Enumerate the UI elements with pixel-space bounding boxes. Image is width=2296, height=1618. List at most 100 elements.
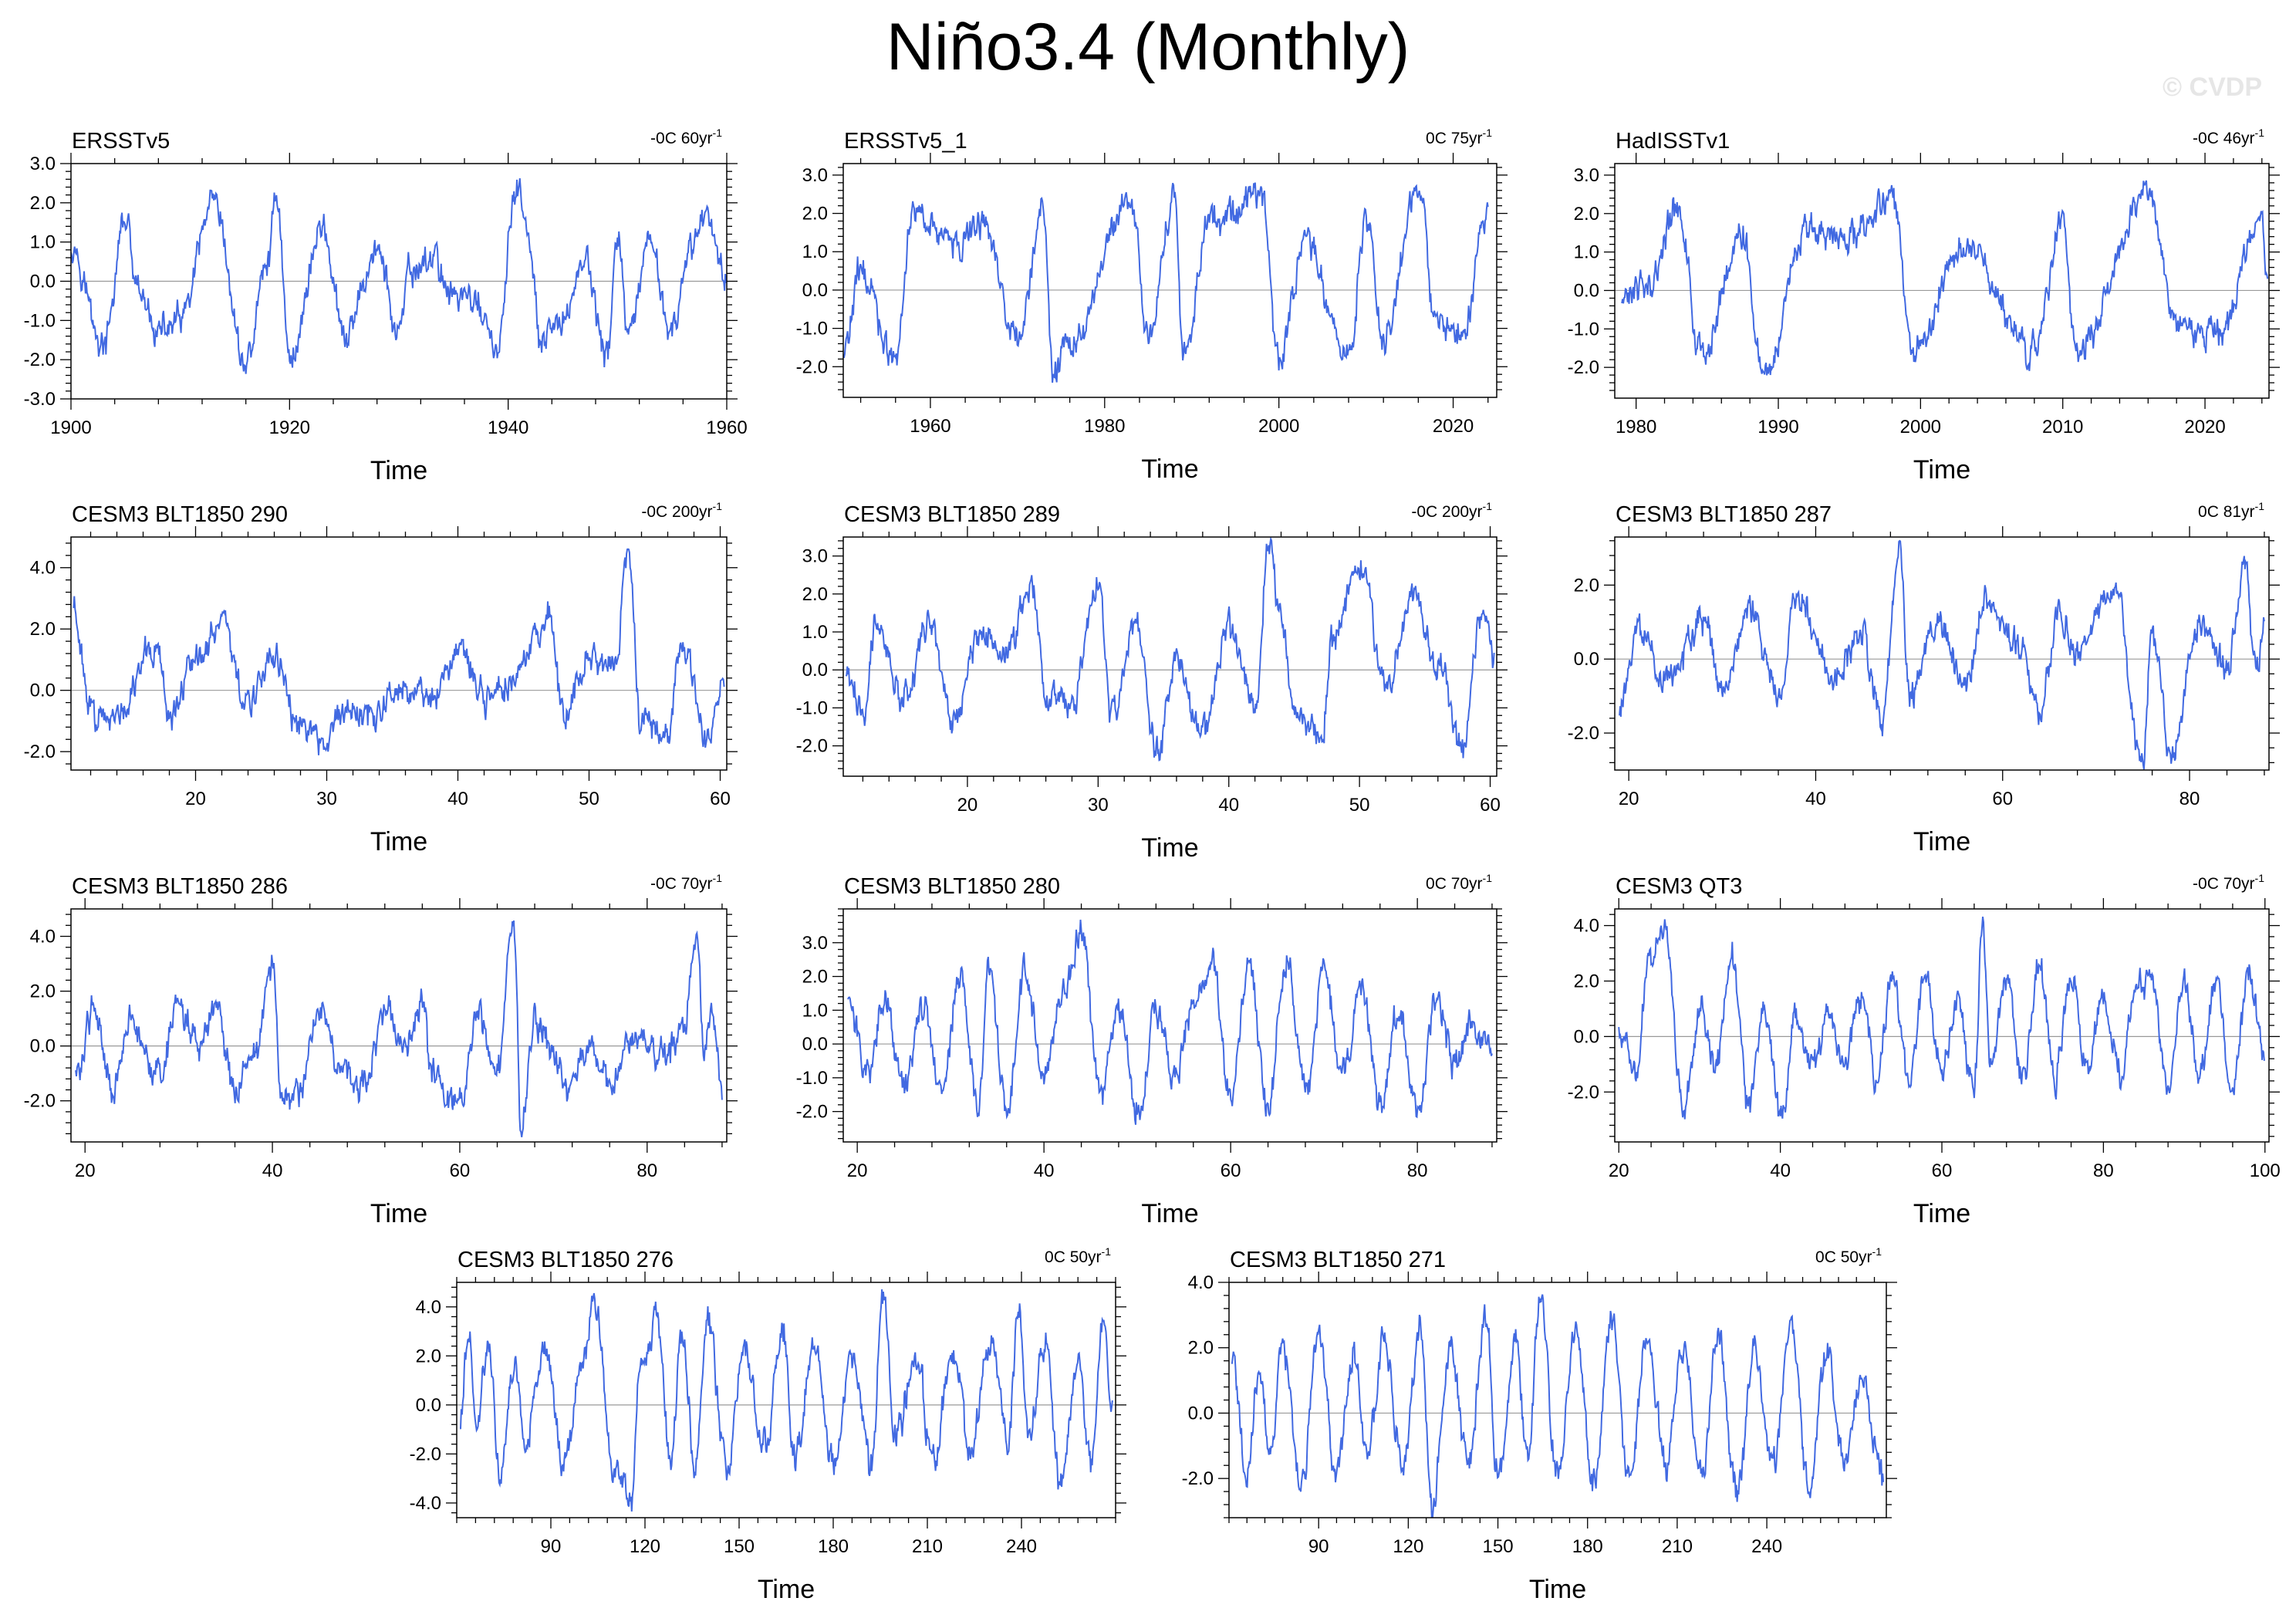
trend-annotation: -0C 200yr-1 <box>1411 500 1492 521</box>
x-tick-label: 100 <box>2250 1160 2281 1181</box>
y-tick-label: 2.0 <box>416 1346 441 1366</box>
y-tick-label: 1.0 <box>1574 242 1599 263</box>
trend-annotation: 0C 81yr-1 <box>2198 500 2264 521</box>
y-tick-label: -2.0 <box>1568 723 1599 744</box>
x-tick-label: 50 <box>1349 795 1370 816</box>
series-line <box>75 920 723 1137</box>
y-tick-label: 4.0 <box>30 927 56 947</box>
y-tick-label: 0.0 <box>30 681 56 701</box>
y-tick-label: -2.0 <box>410 1444 441 1464</box>
trend-annotation: -0C 46yr-1 <box>2193 127 2264 147</box>
y-tick-label: -1.0 <box>796 1068 828 1089</box>
x-tick-label: 210 <box>1662 1536 1693 1557</box>
x-tick-label: 120 <box>1393 1536 1423 1557</box>
plot-frame <box>1614 908 2270 1143</box>
x-axis-label: Time <box>1529 1575 1586 1604</box>
series-line <box>847 919 1493 1125</box>
trend-annotation: 0C 70yr-1 <box>1426 872 1492 893</box>
chart-panel-10: -4.0 -2.0 0.0 2.0 4.0 90 120 150 180 210 240 Time CE… <box>410 1245 1126 1604</box>
y-tick-label: -1.0 <box>24 310 56 331</box>
trend-annotation: -0C 200yr-1 <box>641 500 722 521</box>
y-tick-label: -4.0 <box>410 1493 441 1514</box>
x-tick-label: 210 <box>912 1536 943 1557</box>
x-tick-label: 60 <box>450 1160 471 1181</box>
series-line <box>1231 1294 1885 1518</box>
x-axis-label: Time <box>1141 454 1198 484</box>
y-tick-label: -3.0 <box>24 389 56 410</box>
y-tick-label: 2.0 <box>30 193 56 214</box>
plot-frame <box>1614 163 2270 399</box>
chart-panel-2: -2.0 -1.0 0.0 1.0 2.0 3.0 1960 1980 2000 2020 Time… <box>796 127 1508 484</box>
trend-exponent: -1 <box>2255 872 2265 884</box>
trend-exponent: -1 <box>1102 1245 1112 1258</box>
x-tick-label: 1990 <box>1757 417 1798 437</box>
x-tick-label: 20 <box>75 1160 96 1181</box>
x-tick-label: 60 <box>1932 1160 1953 1181</box>
x-tick-label: 40 <box>1218 795 1239 816</box>
y-tick-label: -2.0 <box>24 741 56 762</box>
y-tick-label: 0.0 <box>416 1395 441 1416</box>
y-tick-label: 2.0 <box>30 619 56 640</box>
x-tick-label: 60 <box>1480 795 1501 816</box>
y-tick-label: -1.0 <box>1568 319 1599 339</box>
x-tick-label: 30 <box>1088 795 1109 816</box>
panel-title: CESM3 BLT1850 280 <box>844 874 1060 899</box>
y-tick-label: 1.0 <box>802 242 828 262</box>
y-tick-label: -2.0 <box>796 356 828 377</box>
chart-panel-6: -2.0 0.0 2.0 20 40 60 80 Time CESM3 BLT1850 287 0… <box>1568 500 2280 856</box>
chart-panel-7: -2.0 0.0 2.0 4.0 20 40 60 80 Time CESM3 BLT1850 2… <box>24 872 738 1228</box>
x-tick-label: 60 <box>710 789 731 809</box>
chart-panel-3: -2.0 -1.0 0.0 1.0 2.0 3.0 1980 1990 2000 2010 2020… <box>1568 127 2280 485</box>
y-tick-label: 0.0 <box>30 272 56 292</box>
chart-panel-4: -2.0 0.0 2.0 4.0 20 30 40 50 60 Time CESM3 BLT1850… <box>24 500 738 856</box>
x-tick-label: 50 <box>579 789 599 809</box>
y-tick-label: -2.0 <box>796 1102 828 1123</box>
panel-title: CESM3 BLT1850 287 <box>1616 502 1832 527</box>
trend-annotation: -0C 60yr-1 <box>650 127 722 147</box>
y-tick-label: 0.0 <box>1574 1026 1599 1047</box>
trend-exponent: -1 <box>2255 127 2265 139</box>
y-tick-label: -2.0 <box>796 736 828 757</box>
y-tick-label: -1.0 <box>796 319 828 339</box>
x-tick-label: 2020 <box>1433 416 1474 437</box>
x-axis-label: Time <box>758 1575 815 1604</box>
x-tick-label: 20 <box>1619 789 1639 809</box>
series-line <box>71 177 727 374</box>
y-tick-label: 3.0 <box>802 546 828 567</box>
y-tick-label: 3.0 <box>30 154 56 174</box>
x-tick-label: 90 <box>541 1536 562 1557</box>
x-tick-label: 20 <box>957 795 978 816</box>
y-tick-label: 4.0 <box>416 1297 441 1318</box>
x-tick-label: 80 <box>636 1160 657 1181</box>
trend-exponent: -1 <box>1483 500 1493 512</box>
x-tick-label: 40 <box>262 1160 283 1181</box>
y-tick-label: -2.0 <box>1568 357 1599 378</box>
x-tick-label: 240 <box>1751 1536 1782 1557</box>
y-tick-label: 1.0 <box>802 1000 828 1021</box>
plot-frame <box>70 536 728 771</box>
x-tick-label: 20 <box>1609 1160 1629 1181</box>
y-tick-label: 2.0 <box>1574 971 1599 991</box>
y-tick-label: 0.0 <box>1188 1403 1214 1424</box>
x-axis-label: Time <box>370 827 427 856</box>
y-tick-label: 4.0 <box>1188 1272 1214 1293</box>
y-tick-label: 3.0 <box>802 165 828 186</box>
series-line <box>845 537 1495 762</box>
trend-exponent: -1 <box>713 500 723 512</box>
panel-title: CESM3 QT3 <box>1616 874 1742 899</box>
page-title: Niño3.4 (Monthly) <box>886 10 1410 84</box>
plot-frame <box>1614 536 2270 771</box>
y-tick-label: 2.0 <box>1574 575 1599 596</box>
chart-panel-1: -3.0 -2.0 -1.0 0.0 1.0 2.0 3.0 1900 1920 1940 1960… <box>24 127 748 485</box>
trend-exponent: -1 <box>713 127 723 139</box>
trend-exponent: -1 <box>713 872 723 884</box>
series-line <box>459 1289 1113 1512</box>
series-line <box>73 548 725 755</box>
x-tick-label: 1960 <box>706 417 747 438</box>
y-tick-label: 0.0 <box>802 1034 828 1055</box>
trend-exponent: -1 <box>1872 1245 1882 1258</box>
plot-frame <box>842 908 1497 1143</box>
trend-exponent: -1 <box>1483 127 1493 139</box>
panel-title: CESM3 BLT1850 286 <box>72 874 288 899</box>
